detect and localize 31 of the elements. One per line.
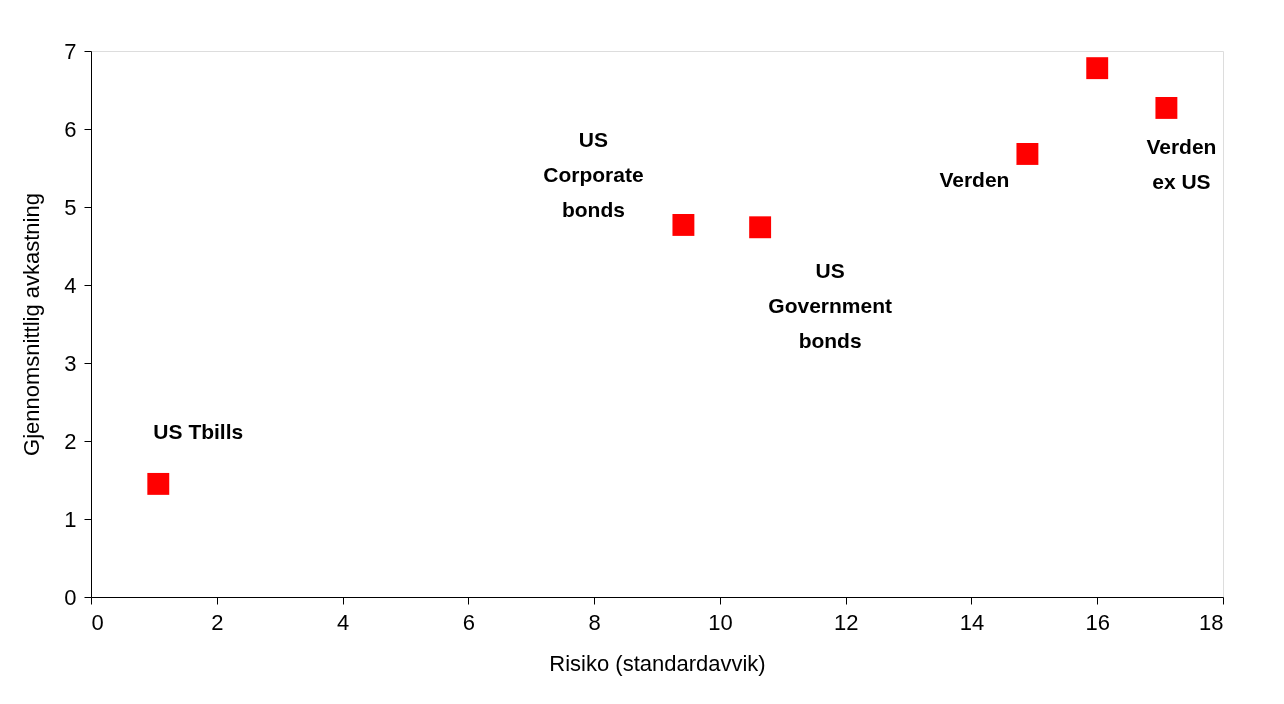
point xyxy=(1155,96,1178,119)
y-tick-label: 1 xyxy=(64,506,77,532)
annotation: Verden xyxy=(939,167,1010,191)
y-tick-label: 5 xyxy=(64,194,77,220)
x-tick-label: 16 xyxy=(1085,609,1110,635)
y-axis-title: Gjennomsnittlig avkastning xyxy=(19,193,45,456)
x-tick-label: 0 xyxy=(91,609,104,635)
point xyxy=(147,472,170,495)
x-axis-title: Risiko (standardavvik) xyxy=(549,650,766,676)
annotation: US Corporate bonds xyxy=(543,127,644,221)
point xyxy=(1016,143,1039,165)
y-tick-label: 0 xyxy=(64,584,77,610)
annotation: Verden ex US xyxy=(1146,134,1217,193)
point xyxy=(672,213,695,236)
x-tick-label: 2 xyxy=(211,609,224,635)
y-tick-label: 3 xyxy=(64,350,77,376)
x-tick-label: 4 xyxy=(336,609,350,635)
point xyxy=(749,216,772,239)
y-tick-label: 2 xyxy=(64,428,77,454)
annotation: US Tbills xyxy=(153,419,244,443)
x-tick-label: 8 xyxy=(588,609,601,635)
x-tick-label: 14 xyxy=(959,609,985,635)
y-tick-label: 4 xyxy=(64,272,77,298)
point xyxy=(1086,57,1109,80)
y-tick-label: 6 xyxy=(64,116,77,142)
x-tick-label: 18 xyxy=(1199,609,1224,635)
annotation: US Government bonds xyxy=(768,259,892,353)
x-tick-label: 12 xyxy=(833,609,859,635)
x-tick-label: 10 xyxy=(708,609,733,635)
y-tick-label: 7 xyxy=(64,38,77,64)
x-tick-label: 6 xyxy=(462,609,475,635)
